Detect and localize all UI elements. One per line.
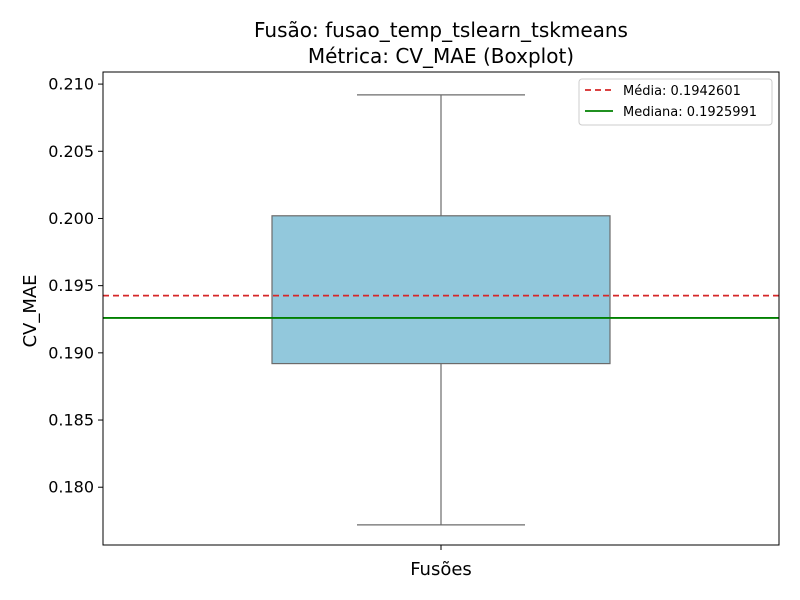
legend: Média: 0.1942601 Mediana: 0.1925991 — [578, 78, 773, 126]
y-tick-label: 0.180 — [48, 478, 94, 497]
y-axis-ticks: 0.180 0.185 0.190 0.195 0.200 0.205 0.210 — [48, 75, 103, 497]
iqr-box — [271, 215, 611, 365]
y-tick-label: 0.195 — [48, 276, 94, 295]
y-tick-label: 0.210 — [48, 75, 94, 94]
legend-box — [578, 78, 773, 126]
x-axis-label: Fusões — [410, 559, 472, 580]
box-group — [271, 94, 611, 526]
legend-median-label: Mediana: 0.1925991 — [623, 105, 757, 120]
y-axis-label: CV_MAE — [20, 274, 41, 347]
y-tick-label: 0.205 — [48, 142, 94, 161]
legend-mean-label: Média: 0.1942601 — [623, 84, 741, 99]
y-tick-label: 0.190 — [48, 343, 94, 362]
y-tick-label: 0.200 — [48, 209, 94, 228]
chart-title-line2: Métrica: CV_MAE (Boxplot) — [308, 44, 574, 68]
chart-title-line1: Fusão: fusao_temp_tslearn_tskmeans — [254, 18, 628, 42]
y-tick-label: 0.185 — [48, 411, 94, 430]
